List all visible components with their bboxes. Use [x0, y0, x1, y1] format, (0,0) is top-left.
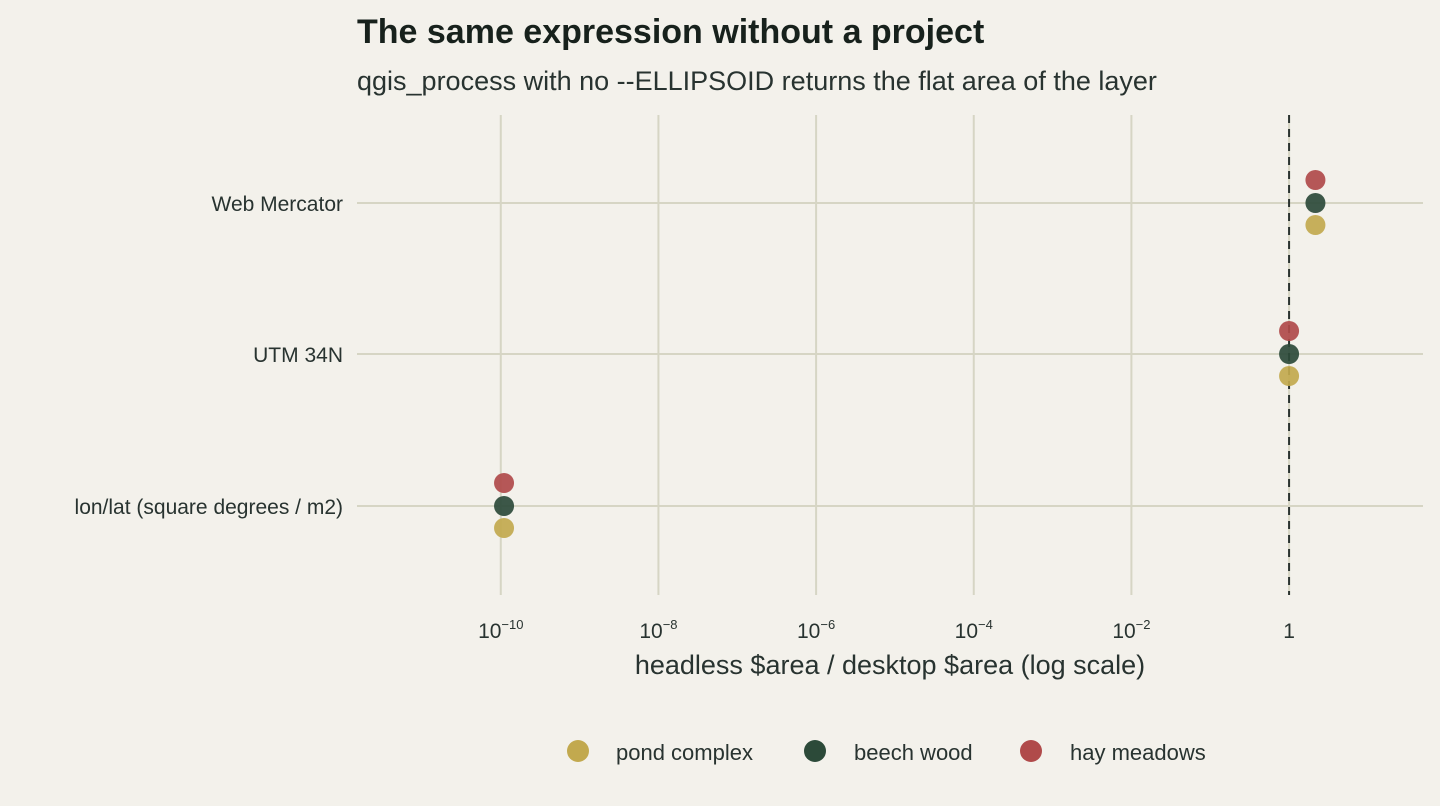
x-tick-exponent: −4 [978, 617, 993, 632]
legend-marker [1020, 740, 1042, 762]
x-tick-base: 10 [1112, 620, 1135, 643]
x-tick-exponent: −6 [820, 617, 835, 632]
legend-label: hay meadows [1070, 740, 1206, 765]
x-tick-label: 10−8 [639, 617, 677, 643]
y-tick-label: UTM 34N [253, 344, 343, 367]
y-tick-label: lon/lat (square degrees / m2) [75, 496, 343, 519]
data-point [494, 518, 515, 538]
legend-marker [804, 740, 826, 762]
x-tick-exponent: −10 [501, 617, 523, 632]
data-point [1279, 344, 1300, 364]
x-tick-base: 10 [478, 620, 501, 643]
x-tick-label: 10−2 [1112, 617, 1150, 643]
chart-title: The same expression without a project [357, 13, 984, 51]
x-tick-label: 1 [1283, 620, 1295, 643]
x-tick-base: 10 [797, 620, 820, 643]
legend-label: pond complex [616, 740, 753, 765]
x-axis-label: headless $area / desktop $area (log scal… [635, 650, 1145, 680]
data-point [1305, 215, 1326, 235]
legend-label: beech wood [854, 740, 973, 765]
data-point [494, 473, 515, 493]
data-point [1279, 366, 1300, 386]
x-axis: 10−10 10−8 10−6 10−4 10−2 1 [478, 617, 1295, 643]
x-tick-base: 10 [639, 620, 662, 643]
chart-subtitle: qgis_process with no --ELLIPSOID returns… [357, 66, 1157, 96]
x-tick-base: 1 [1283, 620, 1295, 643]
x-tick-base: 10 [955, 620, 978, 643]
x-tick-label: 10−10 [478, 617, 523, 643]
data-points [494, 170, 1326, 538]
data-point [494, 496, 515, 516]
y-axis: Web Mercator UTM 34N lon/lat (square degre… [75, 193, 343, 519]
x-tick-label: 10−6 [797, 617, 835, 643]
data-point [1279, 321, 1300, 341]
x-tick-label: 10−4 [955, 617, 993, 643]
grid [357, 115, 1423, 595]
legend-marker [567, 740, 589, 762]
legend: pond complex beech wood hay meadows [567, 740, 1206, 765]
x-tick-exponent: −8 [663, 617, 678, 632]
data-point [1305, 170, 1326, 190]
data-point [1305, 193, 1326, 213]
x-tick-exponent: −2 [1136, 617, 1151, 632]
y-tick-label: Web Mercator [212, 193, 344, 216]
